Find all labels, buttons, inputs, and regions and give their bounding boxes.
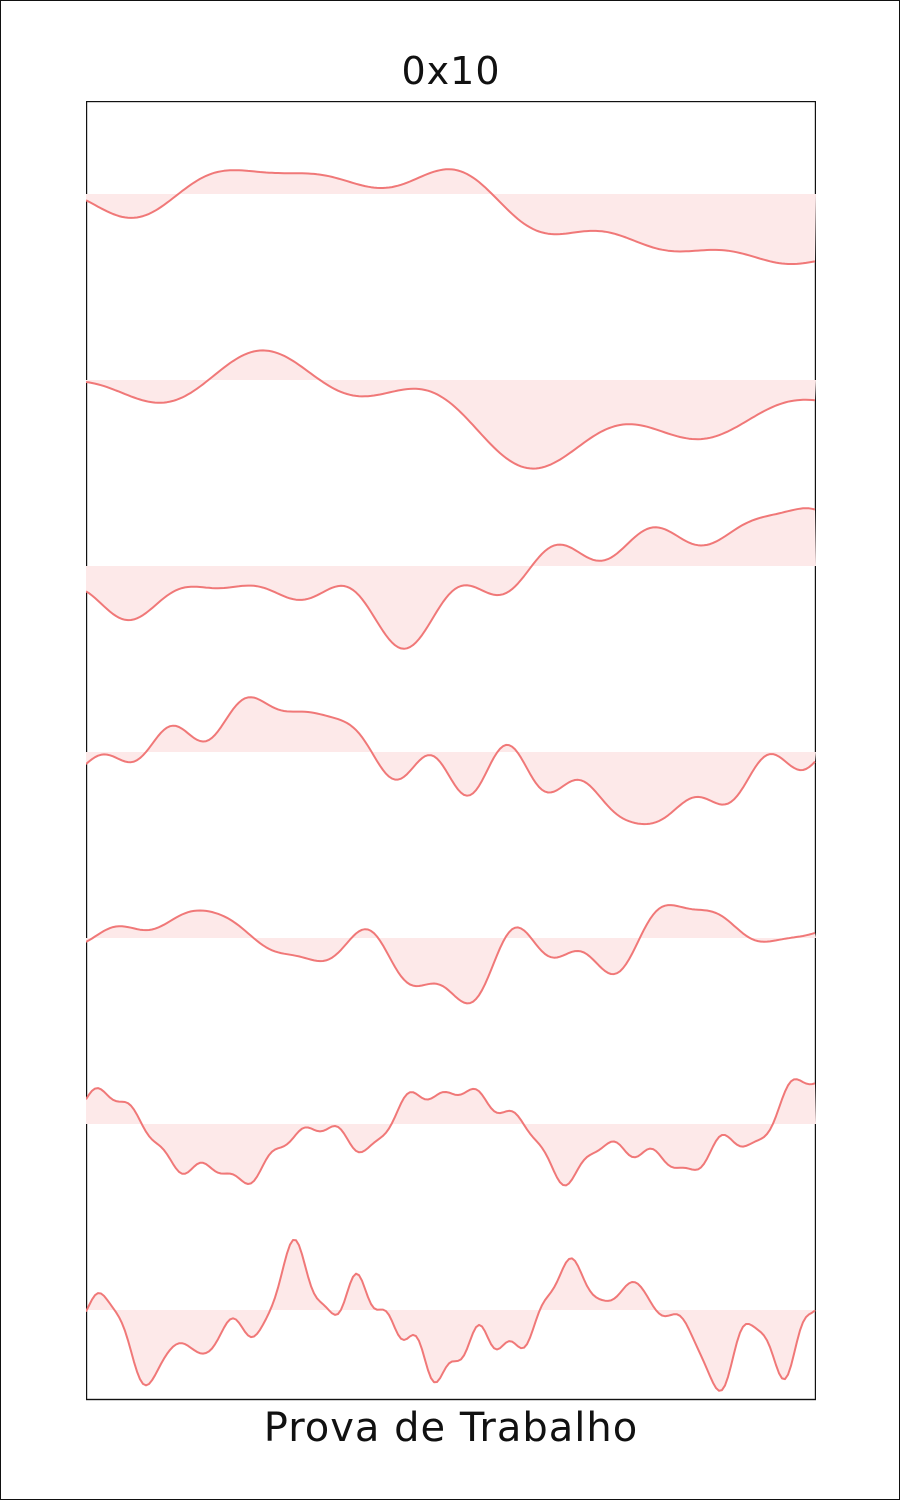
card-caption: Prova de Trabalho [263,1405,639,1451]
wave-2-area [86,350,816,469]
wave-6 [86,1078,816,1187]
wave-7-line [86,1239,816,1392]
wave-5 [86,904,816,1005]
wave-plot-frame [86,101,816,1401]
wave-layer [86,168,816,1392]
wave-4-area [86,697,816,825]
wave-2-line [86,349,816,470]
wave-2 [86,349,816,470]
card-title: 0x10 [401,49,501,93]
wave-6-line [86,1078,816,1187]
wave-3-line [86,507,816,650]
wave-5-area [86,905,816,1004]
wave-5-line [86,904,816,1005]
wave-7 [86,1239,816,1392]
wave-3 [86,507,816,650]
wave-3-area [86,508,816,649]
wave-4-line [86,696,816,826]
wave-4 [86,696,816,826]
wave-1-line [86,168,816,265]
wave-7-area [86,1240,816,1391]
wave-6-area [86,1079,816,1186]
wave-1 [86,168,816,265]
